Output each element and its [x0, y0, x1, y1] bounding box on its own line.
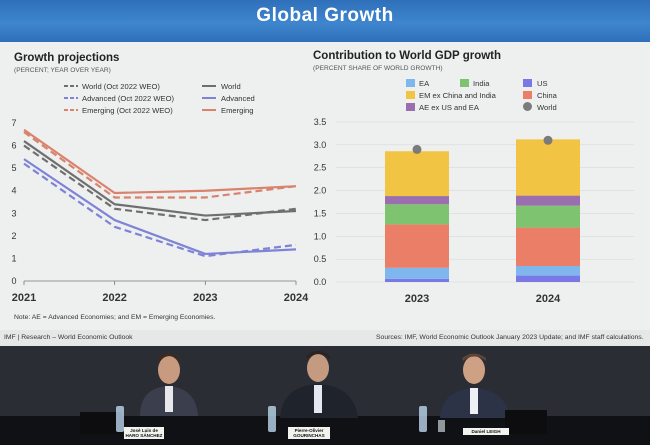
- legend-label-emerging-weo: Emerging (Oct 2022 WEO): [82, 106, 173, 115]
- legend-label-china: China: [537, 91, 557, 100]
- legend-label-us: US: [537, 79, 548, 88]
- growth-line-chart: 0 1 2 3 4 5 6 7 2021 2022 2023 2024: [11, 118, 309, 304]
- legend-label-em-ex-china-india: EM ex China and India: [419, 91, 496, 100]
- x-tick-label: 2024: [284, 292, 309, 304]
- contribution-bar-chart: 0.0 0.5 1.0 1.5 2.0 2.5 3.0 3.5 2023 2024: [314, 117, 634, 305]
- name-tag-left: José Luis de HARO SÁNCHEZ: [124, 427, 164, 439]
- legend-swatch-world-dot: [523, 102, 532, 111]
- y-tick-label: 2.5: [314, 163, 327, 173]
- bar-segment-ae-ex-us-and-ea: [516, 195, 580, 206]
- y-tick-label: 7: [11, 118, 16, 128]
- world-marker: [412, 144, 422, 154]
- name-tag-center: Pierre-Olivier GOURINCHAS: [288, 427, 330, 439]
- projection-screen: Global Growth Growth projections (PERCEN…: [0, 0, 650, 346]
- series-line-advanced: [23, 158, 297, 256]
- slide-title: Global Growth: [256, 5, 394, 26]
- x-tick-label: 2024: [536, 293, 561, 305]
- bar-segment-us: [385, 278, 449, 282]
- bar-segment-em-ex-china-and-india: [385, 151, 449, 197]
- series-line-emerging: [23, 128, 297, 195]
- legend-label-india: India: [473, 79, 490, 88]
- y-tick-label: 1.0: [314, 231, 327, 241]
- series-line-emerging-oct-2022-weo: [23, 131, 297, 199]
- bar-segment-em-ex-china-and-india: [516, 139, 580, 196]
- bar-segment-china: [516, 227, 580, 266]
- legend-swatches-current: [202, 85, 216, 111]
- legend-label-world-weo: World (Oct 2022 WEO): [82, 82, 160, 91]
- y-tick-label: 3.5: [314, 117, 327, 127]
- bar-segment-china: [385, 224, 449, 268]
- y-tick-label: 2: [11, 231, 16, 241]
- series-line-advanced-oct-2022-weo: [23, 162, 297, 258]
- y-tick-label: 0: [11, 276, 16, 286]
- bar-segment-us: [516, 275, 580, 282]
- series-line-world: [23, 140, 297, 217]
- y-tick-label: 0.5: [314, 254, 327, 264]
- slide-footer: IMF | Research – World Economic Outlook …: [0, 330, 650, 346]
- contribution-title: Contribution to World GDP growth: [313, 50, 502, 62]
- laptop-right: [505, 410, 547, 434]
- legend-swatch-china: [523, 91, 532, 99]
- legend-swatch-india: [460, 79, 469, 87]
- slide-banner: Global Growth: [0, 0, 650, 42]
- laptop-left: [80, 412, 122, 434]
- name-tag-right: Daniel LEIGH: [463, 428, 509, 435]
- y-tick-label: 6: [11, 141, 16, 151]
- x-tick-label: 2022: [102, 292, 126, 304]
- bar-segment-india: [516, 205, 580, 228]
- bar-segment-india: [385, 204, 449, 225]
- speaker-left: [140, 353, 198, 416]
- stage-area: José Luis de HARO SÁNCHEZ Pierre-Olivier…: [0, 346, 650, 445]
- x-tick-label: 2023: [193, 292, 217, 304]
- y-tick-label: 1.5: [314, 208, 327, 218]
- legend-label-ea: EA: [419, 79, 430, 88]
- bar-segment-ea: [516, 266, 580, 276]
- legend-label-advanced: Advanced: [221, 94, 255, 103]
- contribution-subtitle: (PERCENT SHARE OF WORLD GROWTH): [313, 65, 443, 72]
- x-tick-label: 2023: [405, 293, 429, 305]
- y-tick-label: 3.0: [314, 140, 327, 150]
- legend-swatch-ae-ex-us-ea: [406, 103, 415, 111]
- bar-segment-ea: [385, 267, 449, 279]
- growth-projections-title: Growth projections: [14, 52, 120, 64]
- footer-source-right: Sources: IMF, World Economic Outlook Jan…: [376, 334, 644, 341]
- bar-segment-ae-ex-us-and-ea: [385, 196, 449, 205]
- speaker-center: [280, 351, 358, 418]
- legend-swatch-ea: [406, 79, 415, 87]
- legend-swatches-weo: [64, 85, 78, 111]
- footnote: Note: AE = Advanced Economies; and EM = …: [14, 314, 216, 321]
- legend-swatch-em-ex-china-india: [406, 91, 415, 99]
- footer-source-left: IMF | Research – World Economic Outlook: [4, 334, 133, 341]
- y-tick-label: 0.0: [314, 277, 327, 287]
- x-tick-label: 2021: [12, 292, 36, 304]
- growth-projections-subtitle: (PERCENT; YEAR OVER YEAR): [14, 67, 111, 74]
- y-tick-label: 4: [11, 186, 16, 196]
- y-tick-label: 5: [11, 163, 16, 173]
- speaker-right: [440, 353, 510, 418]
- y-tick-label: 2.0: [314, 186, 327, 196]
- y-tick-label: 3: [11, 208, 16, 218]
- legend-label-world: World: [221, 82, 241, 91]
- y-tick-label: 1: [11, 253, 16, 263]
- legend-swatch-us: [523, 79, 532, 87]
- legend-label-emerging: Emerging: [221, 106, 254, 115]
- legend-label-world-dot: World: [537, 103, 557, 112]
- world-marker: [543, 135, 553, 145]
- series-line-world-oct-2022-weo: [23, 144, 297, 222]
- legend-label-ae-ex-us-ea: AE ex US and EA: [419, 103, 479, 112]
- legend-label-advanced-weo: Advanced (Oct 2022 WEO): [82, 94, 175, 103]
